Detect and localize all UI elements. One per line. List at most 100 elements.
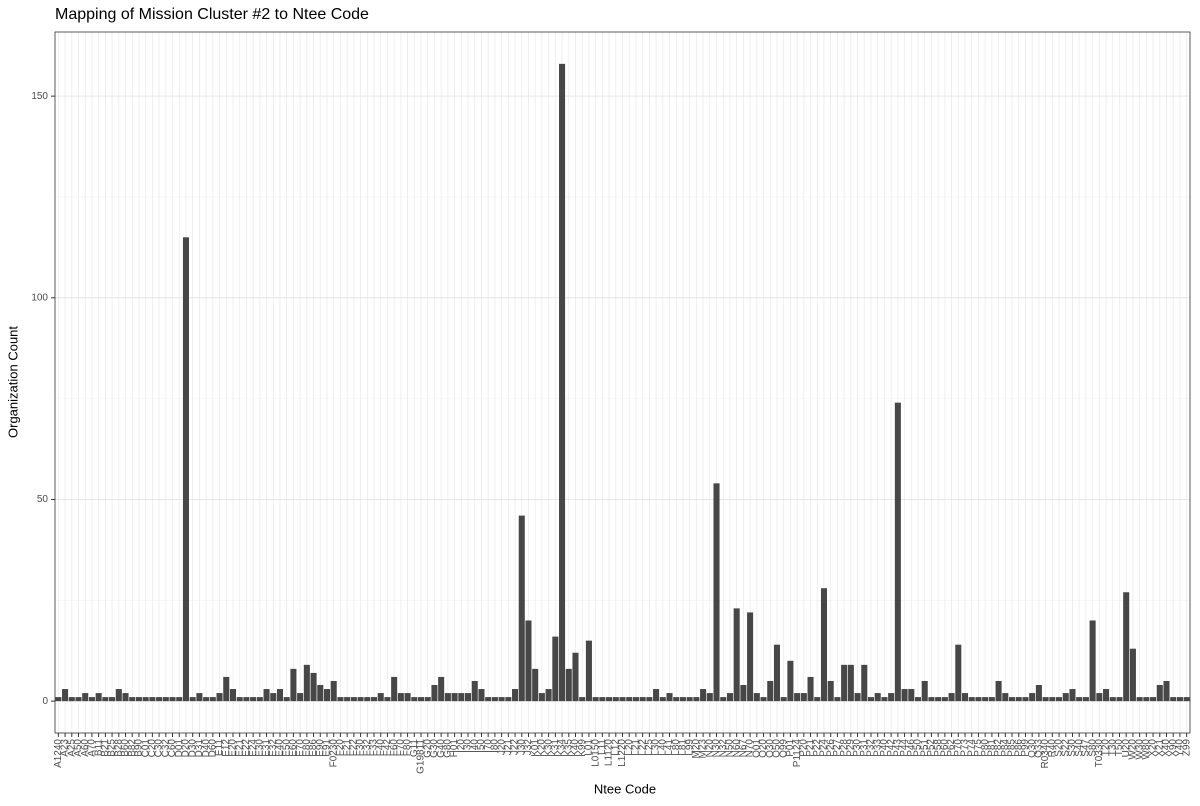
bar bbox=[68, 697, 75, 702]
bar bbox=[444, 693, 451, 702]
x-tick-label: D01 bbox=[174, 739, 185, 758]
x-tick-label: E11 bbox=[214, 739, 225, 756]
x-tick-label: Q33 bbox=[1034, 739, 1045, 758]
bar bbox=[276, 689, 284, 702]
x-tick-label: W80 bbox=[1141, 739, 1152, 760]
bar bbox=[1176, 697, 1183, 702]
x-tick-label: F0230 bbox=[328, 739, 339, 768]
x-tick-label: E91 bbox=[322, 739, 333, 757]
bar bbox=[290, 668, 297, 702]
y-tick-label: 0 bbox=[42, 696, 48, 707]
x-tick-label: P42 bbox=[886, 739, 897, 757]
bar bbox=[1129, 648, 1136, 702]
x-tick-label: E31 bbox=[261, 739, 272, 757]
x-tick-label: S20 bbox=[1054, 739, 1065, 757]
plot-border bbox=[54, 31, 1191, 734]
x-tick-label: J20 bbox=[496, 739, 507, 756]
bar bbox=[565, 668, 572, 702]
x-tick-label: E22 bbox=[241, 739, 252, 757]
bar bbox=[283, 697, 290, 702]
x-tick-label: E24 bbox=[248, 739, 259, 757]
x-tick-label: K34 bbox=[557, 739, 568, 757]
bar bbox=[1009, 697, 1016, 702]
bar bbox=[451, 693, 458, 702]
bar bbox=[847, 664, 854, 702]
bar bbox=[787, 660, 794, 702]
x-tick-label: P81 bbox=[987, 739, 998, 757]
bar bbox=[438, 676, 445, 702]
bar bbox=[310, 672, 317, 702]
bar bbox=[928, 697, 935, 702]
x-tick-label: P31 bbox=[859, 739, 870, 757]
x-tick-label: L1220 bbox=[617, 739, 628, 767]
x-tick-label: J30 bbox=[516, 739, 527, 756]
x-tick-label: G80 bbox=[443, 739, 454, 758]
x-tick-label: P33 bbox=[872, 739, 883, 757]
x-tick-label: N50 bbox=[725, 739, 736, 758]
bar bbox=[1183, 697, 1190, 702]
bar bbox=[256, 697, 263, 702]
bar bbox=[1123, 592, 1130, 702]
bar bbox=[109, 697, 116, 702]
x-tick-label: P84 bbox=[1000, 739, 1011, 757]
x-tick-label: F60 bbox=[389, 739, 400, 757]
bar bbox=[142, 697, 149, 702]
x-tick-label: L12 bbox=[610, 739, 621, 756]
bar bbox=[297, 693, 304, 702]
x-tick-label: N60 bbox=[731, 739, 742, 758]
x-tick-label: L81 bbox=[678, 739, 689, 756]
bar bbox=[941, 697, 948, 702]
bar bbox=[330, 680, 337, 702]
x-tick-label: K99 bbox=[577, 739, 588, 757]
x-tick-label: P60 bbox=[940, 739, 951, 757]
x-tick-label: A1240 bbox=[53, 739, 64, 768]
bar bbox=[156, 697, 163, 702]
bar bbox=[323, 689, 331, 702]
x-tick-label: P20 bbox=[798, 739, 809, 757]
x-tick-label: Z99 bbox=[1181, 739, 1192, 757]
bar bbox=[679, 697, 686, 702]
bar bbox=[209, 697, 216, 702]
bar bbox=[592, 697, 599, 702]
bar bbox=[733, 608, 740, 702]
x-tick-label: K01 bbox=[530, 739, 541, 757]
x-tick-label: T0330 bbox=[1094, 739, 1105, 768]
x-tick-label: P40 bbox=[879, 739, 890, 757]
bar bbox=[465, 693, 472, 702]
x-tick-label: B28 bbox=[113, 739, 124, 757]
x-tick-label: P86 bbox=[1013, 739, 1024, 757]
bar bbox=[606, 697, 613, 702]
bar bbox=[1103, 689, 1110, 702]
bar bbox=[115, 689, 122, 702]
x-tick-label: L11 bbox=[597, 739, 608, 755]
bar bbox=[478, 689, 485, 702]
bar bbox=[726, 693, 733, 702]
x-tick-label: E90 bbox=[315, 739, 326, 757]
bar bbox=[337, 697, 344, 702]
x-tick-label: L21 bbox=[631, 739, 642, 756]
bar bbox=[653, 689, 660, 702]
x-tick-label: P58 bbox=[933, 739, 944, 757]
bar bbox=[317, 685, 324, 702]
chart-title: Mapping of Mission Cluster #2 to Ntee Co… bbox=[55, 6, 369, 23]
bar bbox=[303, 664, 310, 702]
x-tick-label: K35 bbox=[563, 739, 574, 757]
bar bbox=[122, 693, 129, 702]
bar bbox=[102, 697, 109, 702]
x-tick-label: A60 bbox=[80, 739, 91, 757]
bar bbox=[149, 697, 156, 702]
bar bbox=[935, 697, 942, 702]
bar bbox=[881, 697, 888, 702]
x-tick-label: E40 bbox=[275, 739, 286, 757]
x-tick-label: P27 bbox=[832, 739, 843, 757]
x-tick-label: P43 bbox=[892, 739, 903, 757]
bar bbox=[1143, 697, 1150, 702]
bar bbox=[659, 697, 666, 702]
bar bbox=[861, 664, 868, 702]
x-tick-label: F42 bbox=[382, 739, 393, 757]
bar bbox=[431, 685, 438, 702]
bar bbox=[706, 693, 713, 702]
x-tick-label: E60 bbox=[288, 739, 299, 757]
bar bbox=[599, 697, 606, 702]
bar bbox=[794, 693, 801, 702]
